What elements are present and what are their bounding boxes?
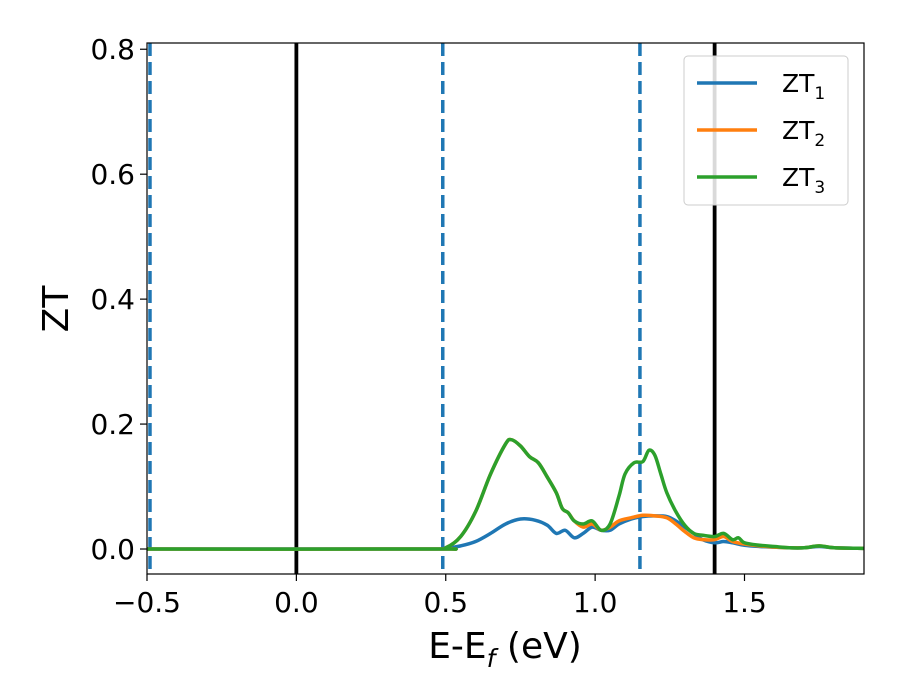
plot-frame (146, 42, 865, 575)
legend-box (683, 55, 849, 206)
y-tick-label: 0.6 (90, 158, 135, 191)
x-tick-label: 0.0 (274, 586, 319, 619)
y-axis-label: ZT (36, 285, 77, 333)
x-axis-ticks: −0.5 0.0 0.5 1.0 1.5 (113, 574, 767, 619)
y-tick-label: 0.8 (90, 33, 135, 66)
legend: ZT1 ZT2 ZT3 (683, 55, 849, 206)
x-tick-label: 1.5 (722, 586, 767, 619)
y-tick-label: 0.2 (90, 408, 135, 441)
x-tick-label: 1.0 (573, 586, 618, 619)
legend-label: ZT1 (782, 69, 825, 104)
x-axis-label: E-Ef (eV) (428, 626, 582, 673)
series-lines (147, 437, 864, 551)
legend-item-zt1: ZT1 (697, 69, 825, 104)
legend-label: ZT2 (782, 116, 825, 151)
y-axis-ticks: 0.0 0.2 0.4 0.6 0.8 (90, 33, 147, 566)
series-line-zt3 (147, 437, 864, 551)
legend-item-zt3: ZT3 (697, 163, 825, 198)
legend-label: ZT3 (782, 163, 825, 198)
x-tick-label: 0.5 (423, 586, 468, 619)
x-tick-label: −0.5 (113, 586, 181, 619)
legend-item-zt2: ZT2 (697, 116, 825, 151)
y-tick-label: 0.0 (90, 533, 135, 566)
y-tick-label: 0.4 (90, 283, 135, 316)
